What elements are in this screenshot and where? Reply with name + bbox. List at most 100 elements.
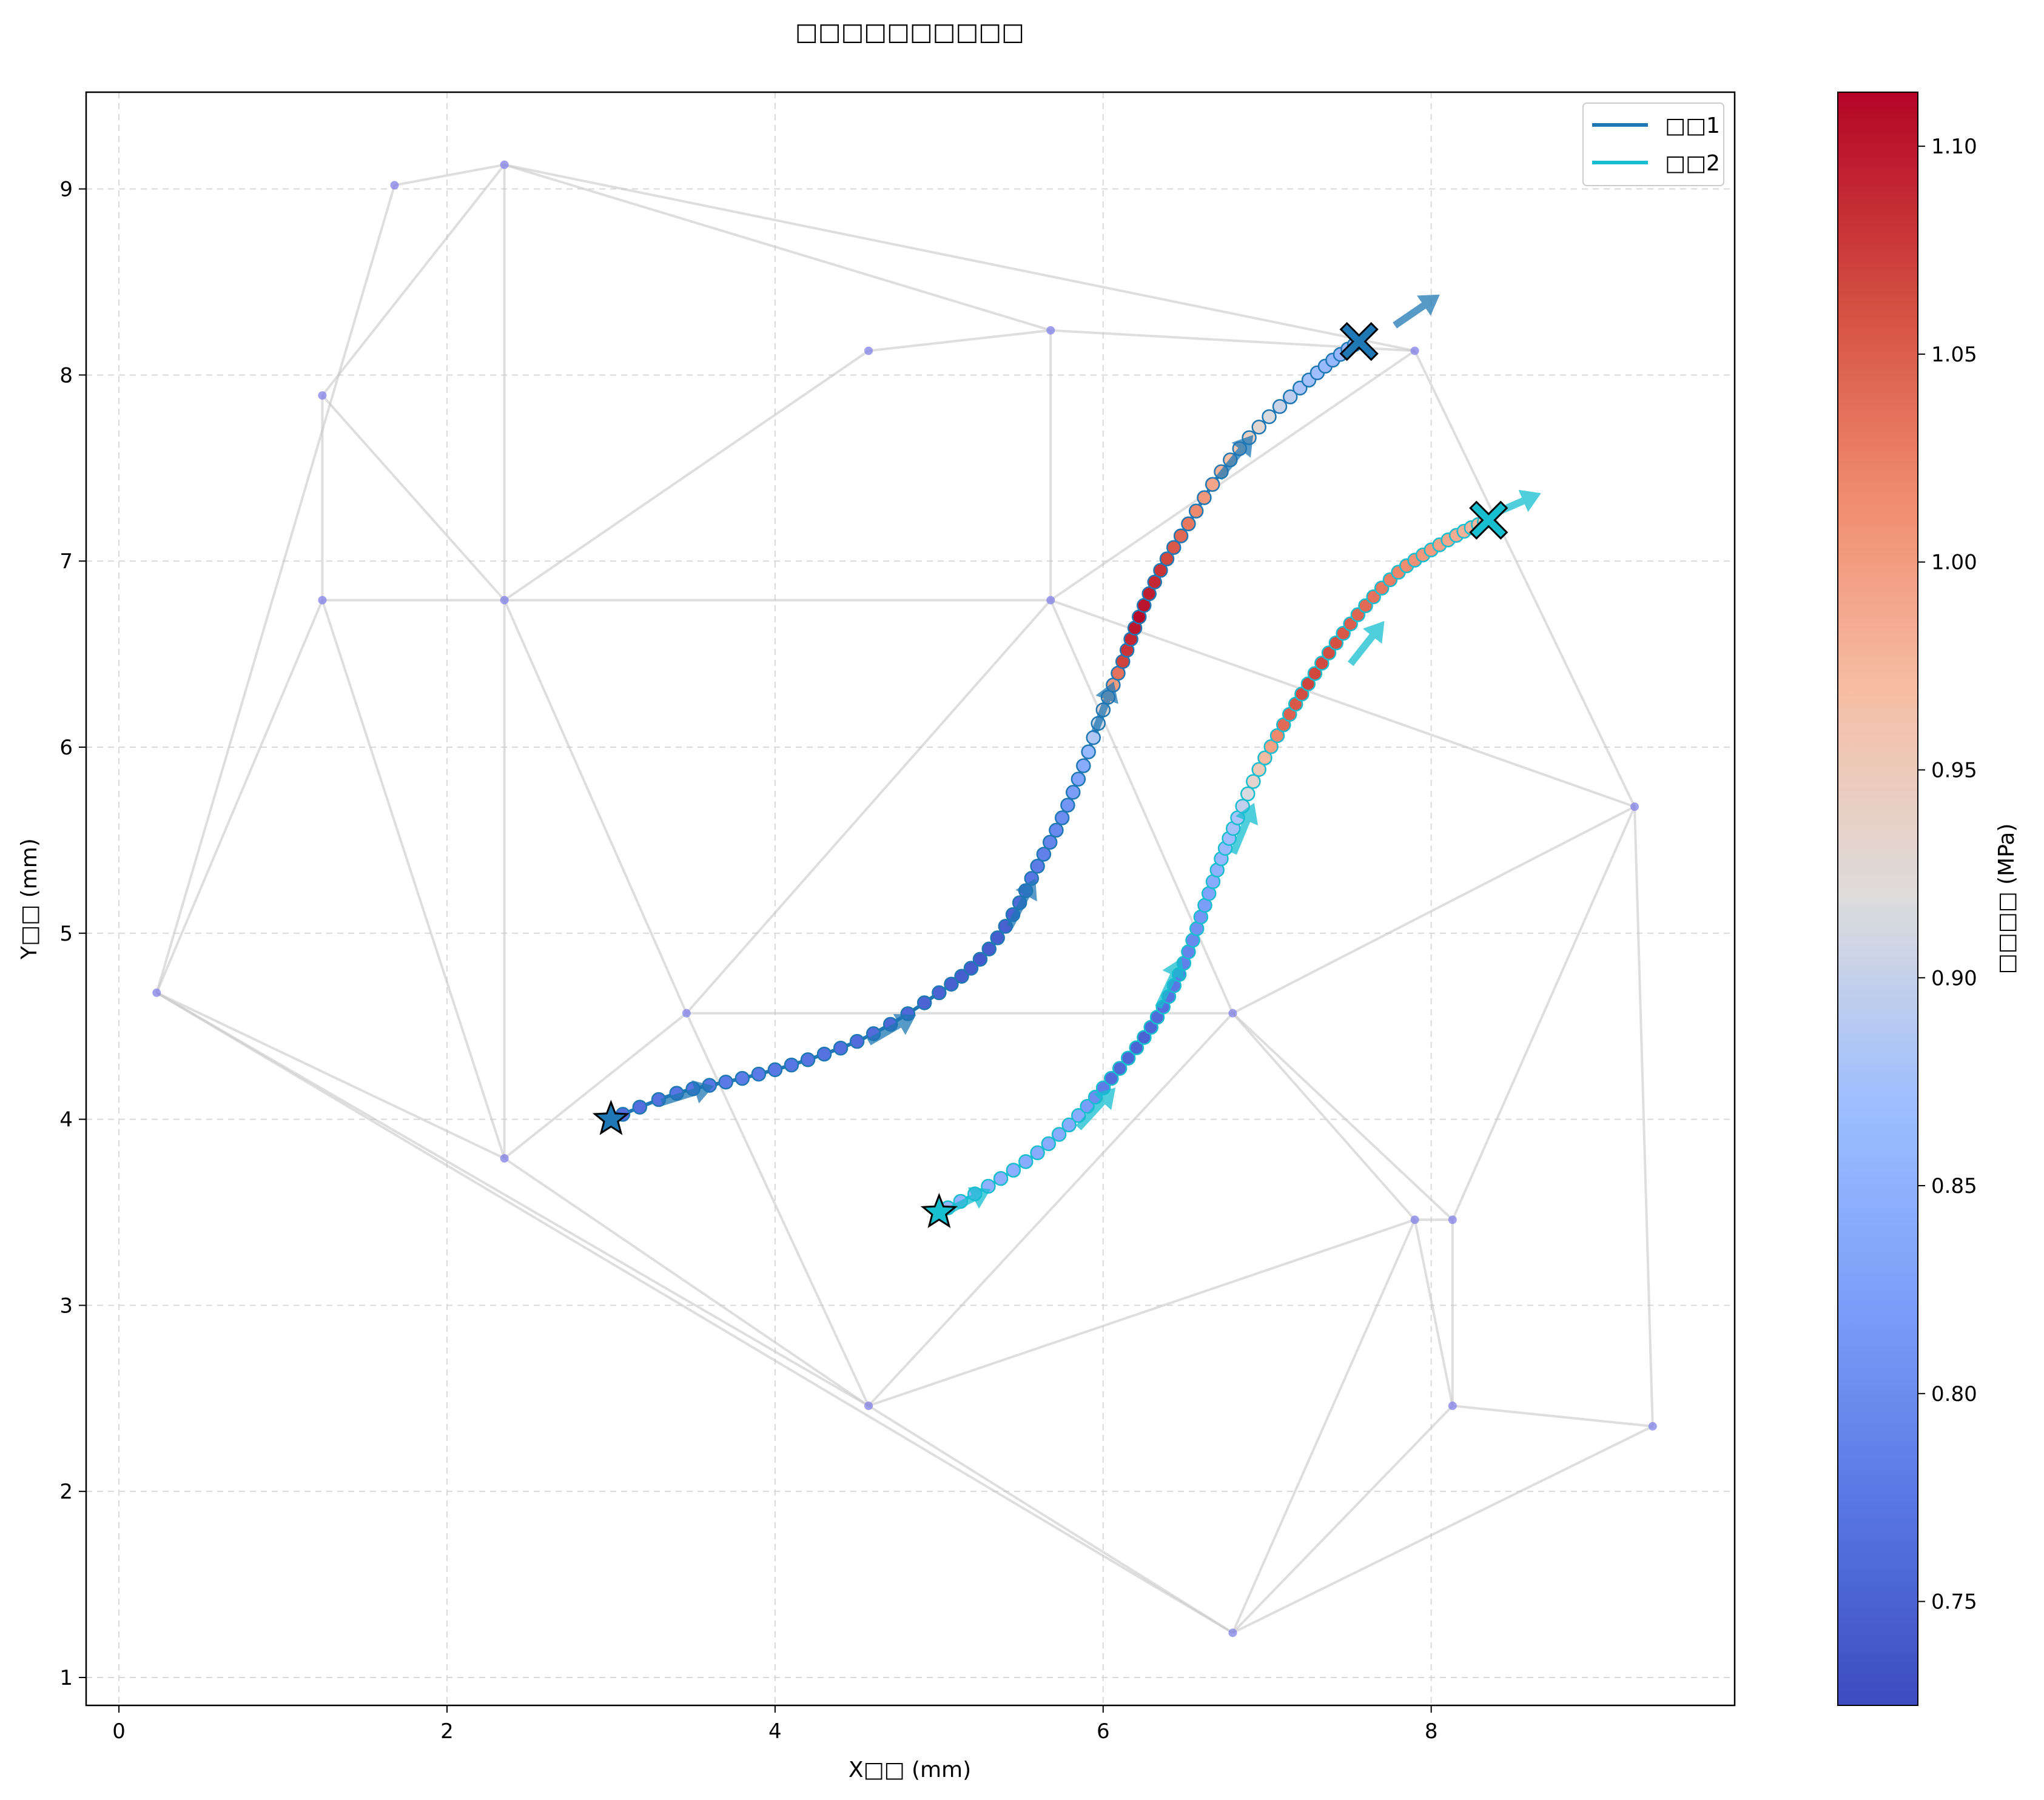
network-edge <box>868 329 1051 352</box>
network-node <box>1648 1422 1657 1431</box>
pressure-point <box>1159 551 1175 566</box>
direction-arrow <box>1216 435 1254 480</box>
network-edge <box>394 163 505 187</box>
network-edge <box>868 1218 1416 1407</box>
y-tick-label: 5 <box>59 922 73 946</box>
legend-label-1: □□1 <box>1665 113 1720 138</box>
pressure-point <box>1188 503 1204 519</box>
pressure-point <box>751 1066 767 1082</box>
flow-network <box>152 160 1657 1637</box>
network-edge <box>503 1012 688 1160</box>
network-node <box>864 346 873 355</box>
network-node <box>390 181 399 190</box>
pressure-point <box>981 941 997 956</box>
start-marker <box>920 1192 958 1228</box>
pressure-point <box>632 1100 648 1115</box>
network-edge <box>503 1157 870 1407</box>
direction-arrow <box>1393 294 1440 329</box>
legend: □□1 □□2 <box>1582 102 1724 186</box>
colorbar-tick-label: 0.75 <box>1931 1590 1977 1614</box>
network-edge <box>1231 1219 1416 1634</box>
direction-arrow <box>1155 958 1185 1009</box>
network-edge <box>1050 349 1416 602</box>
network-edge <box>867 1012 1234 1407</box>
network-edge <box>1452 1405 1653 1428</box>
end-marker <box>1339 321 1379 361</box>
x-tick-label: 2 <box>440 1719 454 1744</box>
colorbar-tick-label: 1.00 <box>1931 551 1977 575</box>
y-tick-label: 6 <box>59 736 73 760</box>
pressure-point <box>1066 785 1081 800</box>
colorbar-tick-label: 0.95 <box>1931 758 1977 782</box>
network-node <box>1410 1215 1419 1224</box>
flow-path-2 <box>920 489 1541 1228</box>
pressure-point <box>1018 1154 1034 1169</box>
network-node <box>1228 1009 1237 1018</box>
colorbar-tick-label: 1.10 <box>1931 135 1977 159</box>
pressure-point <box>1137 1030 1152 1045</box>
pressure-point <box>1262 409 1277 425</box>
direction-arrow <box>1075 1087 1116 1130</box>
pressure-point <box>735 1070 750 1086</box>
y-tick-label: 2 <box>59 1480 73 1504</box>
pressure-point <box>944 976 959 992</box>
network-node <box>500 596 509 605</box>
network-edge <box>321 599 506 1159</box>
network-node <box>1410 346 1419 355</box>
network-edge <box>155 599 324 993</box>
colorbar-ticks: 0.75 0.80 0.85 0.90 0.95 1.00 1.05 1.10 <box>1918 135 1977 1614</box>
end-marker <box>1469 500 1508 540</box>
gridlines <box>86 92 1735 1705</box>
network-edge <box>1633 807 1654 1426</box>
network-node <box>1046 596 1055 605</box>
pressure-point <box>1112 1061 1128 1076</box>
network-edge <box>504 163 1416 352</box>
network-node <box>152 988 161 997</box>
x-tick-label: 4 <box>768 1719 782 1744</box>
pressure-point <box>1173 528 1189 543</box>
pressure-point <box>1269 728 1285 744</box>
pressure-point <box>1030 1145 1045 1161</box>
y-tick-label: 8 <box>59 363 73 388</box>
direction-arrow <box>1006 878 1037 929</box>
pressure-point <box>1282 389 1298 405</box>
y-axis-label: Y□□ (mm) <box>17 838 42 960</box>
pressure-point <box>1041 1136 1057 1152</box>
network-edge <box>321 164 506 397</box>
network-edge <box>503 599 688 1014</box>
flow-paths <box>592 294 1541 1228</box>
colorbar: 0.75 0.80 0.85 0.90 0.95 1.00 1.05 1.10 □□□□ (M… <box>1837 92 2019 1706</box>
pressure-point <box>1054 810 1070 825</box>
direction-arrow <box>661 1080 714 1106</box>
pressure-point <box>1153 563 1168 578</box>
legend-label-2: □□2 <box>1665 151 1720 176</box>
y-tick-label: 9 <box>59 178 73 202</box>
pressure-point <box>972 952 988 967</box>
pressure-point <box>1061 1117 1077 1133</box>
pressure-point <box>1036 847 1052 862</box>
network-node <box>864 1402 873 1411</box>
pressure-point <box>1263 739 1279 754</box>
network-edge <box>156 992 505 1160</box>
network-node <box>1448 1215 1457 1224</box>
pressure-point <box>1314 656 1330 671</box>
flow-path-1 <box>592 294 1440 1135</box>
pressure-point <box>1147 574 1162 589</box>
network-edge <box>1231 1405 1454 1634</box>
colorbar-tick-label: 1.05 <box>1931 343 1977 367</box>
network-edge <box>867 1405 1234 1634</box>
pressure-point <box>1042 835 1058 850</box>
network-edge <box>1413 1219 1454 1406</box>
direction-arrow <box>867 1013 916 1046</box>
pressure-point <box>1272 399 1288 414</box>
colorbar-tick-label: 0.85 <box>1931 1174 1977 1198</box>
pressure-point <box>993 1170 1009 1186</box>
pressure-point <box>1051 1127 1067 1142</box>
y-tick-label: 1 <box>59 1666 73 1690</box>
network-node <box>1448 1402 1457 1411</box>
network-node <box>682 1009 691 1018</box>
pressure-point <box>1166 540 1182 555</box>
pressure-point <box>1104 1070 1119 1086</box>
network-edge <box>156 992 870 1407</box>
pressure-point <box>1251 762 1266 777</box>
